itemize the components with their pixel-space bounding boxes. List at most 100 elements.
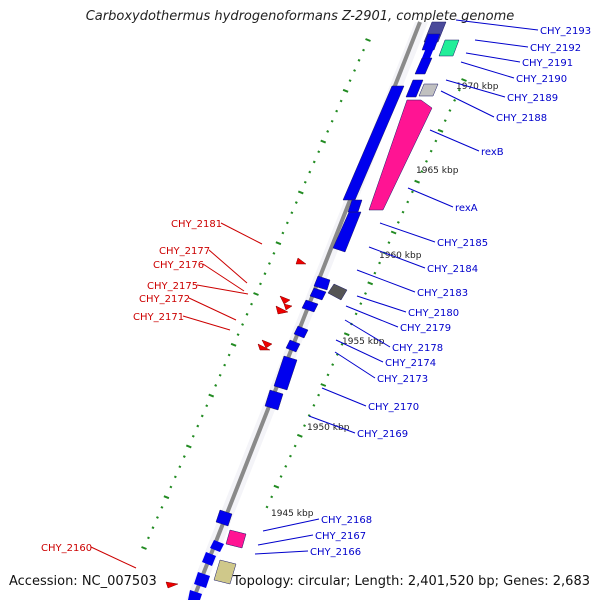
gene-chy-2183[interactable] bbox=[327, 283, 348, 301]
scale-tick-outer bbox=[297, 190, 304, 195]
gene-chy-2190[interactable] bbox=[414, 57, 433, 75]
scale-tick-outer bbox=[236, 333, 240, 337]
gene-label-chy-2167: CHY_2167 bbox=[315, 531, 366, 542]
scale-tick bbox=[359, 302, 363, 306]
scale-tick bbox=[296, 433, 303, 438]
scale-tick bbox=[378, 261, 382, 265]
gene-label-chy-2181: CHY_2181 bbox=[171, 219, 222, 230]
label-leader bbox=[208, 249, 248, 284]
scale-tick bbox=[317, 393, 321, 397]
gene-chy-2188[interactable] bbox=[405, 79, 424, 98]
scale-tick-outer bbox=[241, 323, 245, 326]
scale-tick bbox=[453, 98, 457, 102]
label-leader bbox=[345, 305, 399, 328]
gene-chy-2176[interactable] bbox=[283, 303, 293, 311]
gene-chy-2192[interactable] bbox=[421, 33, 441, 51]
scale-label-1970-kbp: 1970 kbp bbox=[456, 82, 499, 92]
gene-chy-2173[interactable] bbox=[285, 339, 301, 353]
gene-chy-2168[interactable] bbox=[215, 509, 233, 527]
scale-tick-outer bbox=[253, 292, 259, 296]
gene-chy-2177[interactable] bbox=[279, 295, 291, 305]
scale-tick-outer bbox=[339, 99, 343, 103]
gene-chy-2169[interactable] bbox=[264, 389, 284, 411]
scale-tick-outer bbox=[230, 342, 237, 347]
label-leader bbox=[455, 19, 539, 31]
scale-tick-outer bbox=[308, 170, 312, 174]
gene-chy-2174[interactable] bbox=[293, 325, 309, 339]
scale-tick-outer bbox=[223, 363, 227, 367]
scale-tick-outer bbox=[227, 353, 231, 357]
scale-tick-outer bbox=[290, 211, 294, 215]
label-leader bbox=[379, 222, 436, 243]
scale-tick bbox=[273, 484, 280, 489]
gene-chy-2167[interactable] bbox=[225, 529, 247, 549]
gene-chy-2172[interactable] bbox=[261, 339, 273, 349]
label-leader bbox=[182, 315, 231, 331]
gene-fragment[interactable] bbox=[194, 572, 210, 588]
scale-tick bbox=[414, 179, 420, 184]
label-leader bbox=[335, 339, 384, 363]
gene-chy-2191[interactable] bbox=[438, 39, 460, 57]
label-leader bbox=[440, 90, 495, 118]
gene-chy-2184[interactable] bbox=[347, 199, 363, 213]
gene-chy-2181[interactable] bbox=[295, 257, 307, 265]
scale-tick-outer bbox=[272, 251, 276, 255]
scale-tick-outer bbox=[281, 231, 285, 235]
label-leader bbox=[474, 39, 529, 48]
label-leader bbox=[407, 187, 454, 208]
gene-fragment[interactable] bbox=[210, 540, 224, 552]
gene-label-chy-2170: CHY_2170 bbox=[368, 402, 419, 413]
scale-tick bbox=[340, 342, 344, 346]
scale-tick-outer bbox=[335, 109, 339, 113]
gene-chy-2178[interactable] bbox=[301, 299, 319, 313]
scale-tick bbox=[373, 271, 377, 275]
topology-label: Topology: circular; Length: 2,401,520 bp… bbox=[232, 574, 590, 589]
label-leader bbox=[445, 79, 506, 98]
scale-tick bbox=[265, 505, 269, 509]
gene-fragment[interactable] bbox=[422, 48, 434, 58]
gene-label-chy-2193: CHY_2193 bbox=[540, 26, 591, 37]
gene-label-chy-2169: CHY_2169 bbox=[357, 429, 408, 440]
scale-label-1950-kbp: 1950 kbp bbox=[307, 423, 350, 433]
scale-tick bbox=[434, 139, 438, 143]
scale-tick bbox=[437, 128, 444, 133]
label-leader bbox=[344, 319, 391, 348]
gene-chy-2180[interactable] bbox=[313, 275, 331, 291]
gene-chy-2171[interactable] bbox=[257, 343, 271, 351]
scale-tick bbox=[401, 210, 405, 214]
gene-chy-2179[interactable] bbox=[309, 287, 327, 301]
scale-tick-outer bbox=[259, 282, 262, 286]
gene-label-chy-2189: CHY_2189 bbox=[507, 93, 558, 104]
scale-tick-outer bbox=[245, 312, 249, 316]
scale-tick bbox=[457, 88, 461, 92]
scale-tick bbox=[279, 475, 283, 478]
gene-fragment[interactable] bbox=[188, 590, 202, 600]
scale-tick-outer bbox=[191, 434, 195, 438]
scale-tick-outer bbox=[330, 119, 334, 123]
scale-tick bbox=[396, 220, 400, 224]
gene-label-rexa: rexA bbox=[455, 203, 478, 214]
scale-tick-outer bbox=[147, 536, 150, 540]
scale-tick-outer bbox=[294, 201, 298, 204]
gene-rexb[interactable] bbox=[368, 99, 433, 211]
gene-fragment[interactable] bbox=[202, 552, 216, 566]
gene-chy-2166[interactable] bbox=[213, 559, 237, 585]
scale-tick-outer bbox=[312, 160, 316, 164]
scale-tick bbox=[410, 190, 414, 194]
gene-chy-2175[interactable] bbox=[275, 305, 289, 315]
scale-tick-outer bbox=[348, 79, 352, 83]
gene-label-chy-2185: CHY_2185 bbox=[437, 238, 488, 249]
scale-tick-outer bbox=[169, 485, 173, 489]
gene-label-chy-2190: CHY_2190 bbox=[516, 74, 567, 85]
scale-tick-outer bbox=[173, 475, 177, 479]
label-leader bbox=[368, 246, 426, 269]
scale-tick bbox=[303, 424, 306, 428]
scale-tick-outer bbox=[178, 465, 182, 469]
gene-chy-2170[interactable] bbox=[273, 355, 298, 391]
gene-chy-2189[interactable] bbox=[418, 83, 439, 97]
gene-label-chy-2184: CHY_2184 bbox=[427, 264, 478, 275]
gene-chy-2160[interactable] bbox=[165, 581, 179, 589]
scale-tick-outer bbox=[326, 130, 330, 133]
label-leader bbox=[202, 263, 245, 292]
